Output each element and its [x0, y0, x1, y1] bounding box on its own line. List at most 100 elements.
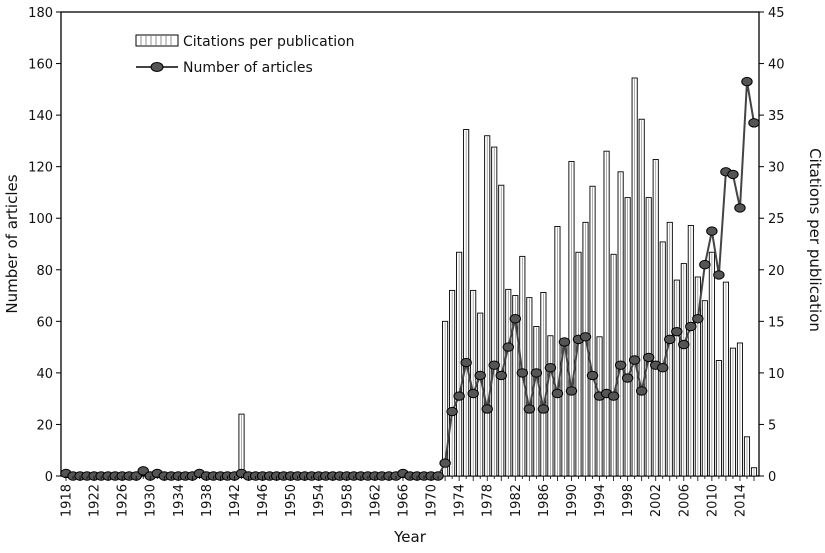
- y-right-tick-label: 25: [768, 212, 785, 227]
- bar: [484, 135, 491, 477]
- line-point: [727, 169, 739, 180]
- y-right-tick-label: 35: [768, 109, 785, 124]
- line-point: [460, 357, 472, 368]
- bar: [687, 224, 694, 477]
- line-point: [628, 355, 641, 365]
- line-point: [523, 404, 536, 414]
- bar: [631, 77, 638, 477]
- bar: [680, 263, 687, 477]
- line-point: [551, 388, 564, 399]
- bar: [491, 146, 498, 477]
- x-tick-label: 1934: [172, 484, 187, 517]
- line-point: [664, 334, 676, 345]
- x-tick-label: 1926: [116, 484, 131, 517]
- line-point: [453, 391, 465, 401]
- x-tick-label: 1962: [368, 484, 383, 517]
- line-point: [502, 342, 514, 352]
- y-left-tick-label: 120: [28, 161, 53, 176]
- bar: [708, 251, 715, 477]
- bar: [533, 326, 540, 477]
- line-point: [706, 226, 718, 236]
- bar: [554, 226, 561, 477]
- legend-line-marker: [150, 62, 164, 72]
- line-point: [509, 314, 522, 324]
- x-tick-label: 1918: [60, 484, 75, 517]
- x-tick-label: 1942: [228, 484, 243, 517]
- y-right-tick-label: 10: [768, 367, 785, 382]
- line-point: [621, 373, 634, 383]
- x-tick-label: 1994: [593, 484, 608, 517]
- y-right-tick-label: 15: [768, 315, 785, 330]
- x-tick-label: 1922: [88, 484, 103, 517]
- y-left-tick-label: 140: [28, 109, 53, 124]
- legend-bar-label: Citations per publication: [183, 34, 355, 50]
- bar: [526, 297, 533, 477]
- line-point: [748, 118, 760, 128]
- line-point: [642, 352, 655, 363]
- bar: [645, 197, 652, 477]
- legend-bar-swatch: [135, 34, 179, 47]
- line-point: [614, 360, 627, 370]
- bar: [638, 118, 645, 477]
- y-left-tick-label: 160: [28, 58, 53, 73]
- x-tick-label: 1982: [509, 484, 524, 517]
- line-point: [474, 370, 486, 381]
- x-tick-label: 1990: [565, 484, 580, 517]
- x-tick-label: 2002: [649, 484, 664, 517]
- bar: [540, 292, 547, 477]
- line-point: [558, 337, 571, 347]
- y-right-tick-label: 20: [768, 264, 785, 279]
- y-axis-right-title: Citations per publication: [806, 148, 824, 332]
- bar: [743, 436, 751, 477]
- x-tick-label: 1954: [312, 484, 327, 517]
- x-tick-label: 1950: [284, 484, 299, 517]
- line-point: [741, 76, 753, 87]
- line-point: [635, 386, 648, 396]
- line-point: [544, 363, 557, 373]
- x-tick-label: 1966: [396, 484, 411, 517]
- axes: 0 20 40 60 80 100 120 140 160 180 0 5 10 15 20 25 30 35 40…: [28, 6, 784, 517]
- bar: [547, 335, 554, 477]
- line-point: [446, 406, 458, 417]
- bar: [750, 467, 758, 477]
- bar: [617, 171, 624, 477]
- y-right-tick-label: 5: [768, 418, 776, 433]
- bar-series: [238, 77, 758, 477]
- line-point: [713, 270, 725, 280]
- line-series: [60, 76, 760, 481]
- line-point: [699, 259, 711, 270]
- line-point: [530, 368, 543, 378]
- bar: [568, 161, 575, 477]
- bar: [575, 251, 582, 477]
- y-axis-left-title: Number of articles: [3, 174, 21, 313]
- y-left-tick-label: 180: [28, 6, 53, 21]
- x-axis-title: Year: [393, 528, 427, 546]
- bar: [596, 336, 603, 477]
- x-tick-label: 1986: [537, 484, 552, 517]
- x-tick-label: 2006: [677, 484, 692, 517]
- bar: [715, 360, 722, 477]
- y-left-tick-label: 80: [36, 264, 53, 279]
- bar: [603, 150, 610, 477]
- x-tick-label: 1930: [144, 484, 159, 517]
- y-left-tick-label: 100: [28, 212, 53, 227]
- bar: [238, 413, 245, 477]
- y-left-tick-label: 20: [36, 418, 53, 433]
- line-point: [488, 360, 500, 370]
- legend-line-label: Number of articles: [183, 60, 313, 76]
- line-point: [537, 404, 550, 414]
- line-point: [467, 388, 479, 399]
- x-tick-label: 2010: [705, 484, 720, 517]
- line-point: [495, 370, 507, 381]
- line-point: [657, 363, 669, 373]
- line-point: [734, 203, 746, 213]
- x-tick-label: 2014: [733, 484, 748, 517]
- line-point: [685, 321, 697, 332]
- line-point: [678, 339, 690, 350]
- line-point: [607, 391, 620, 401]
- bar: [701, 300, 708, 477]
- line-point: [137, 466, 149, 476]
- bar: [722, 281, 729, 477]
- line-point: [671, 326, 683, 337]
